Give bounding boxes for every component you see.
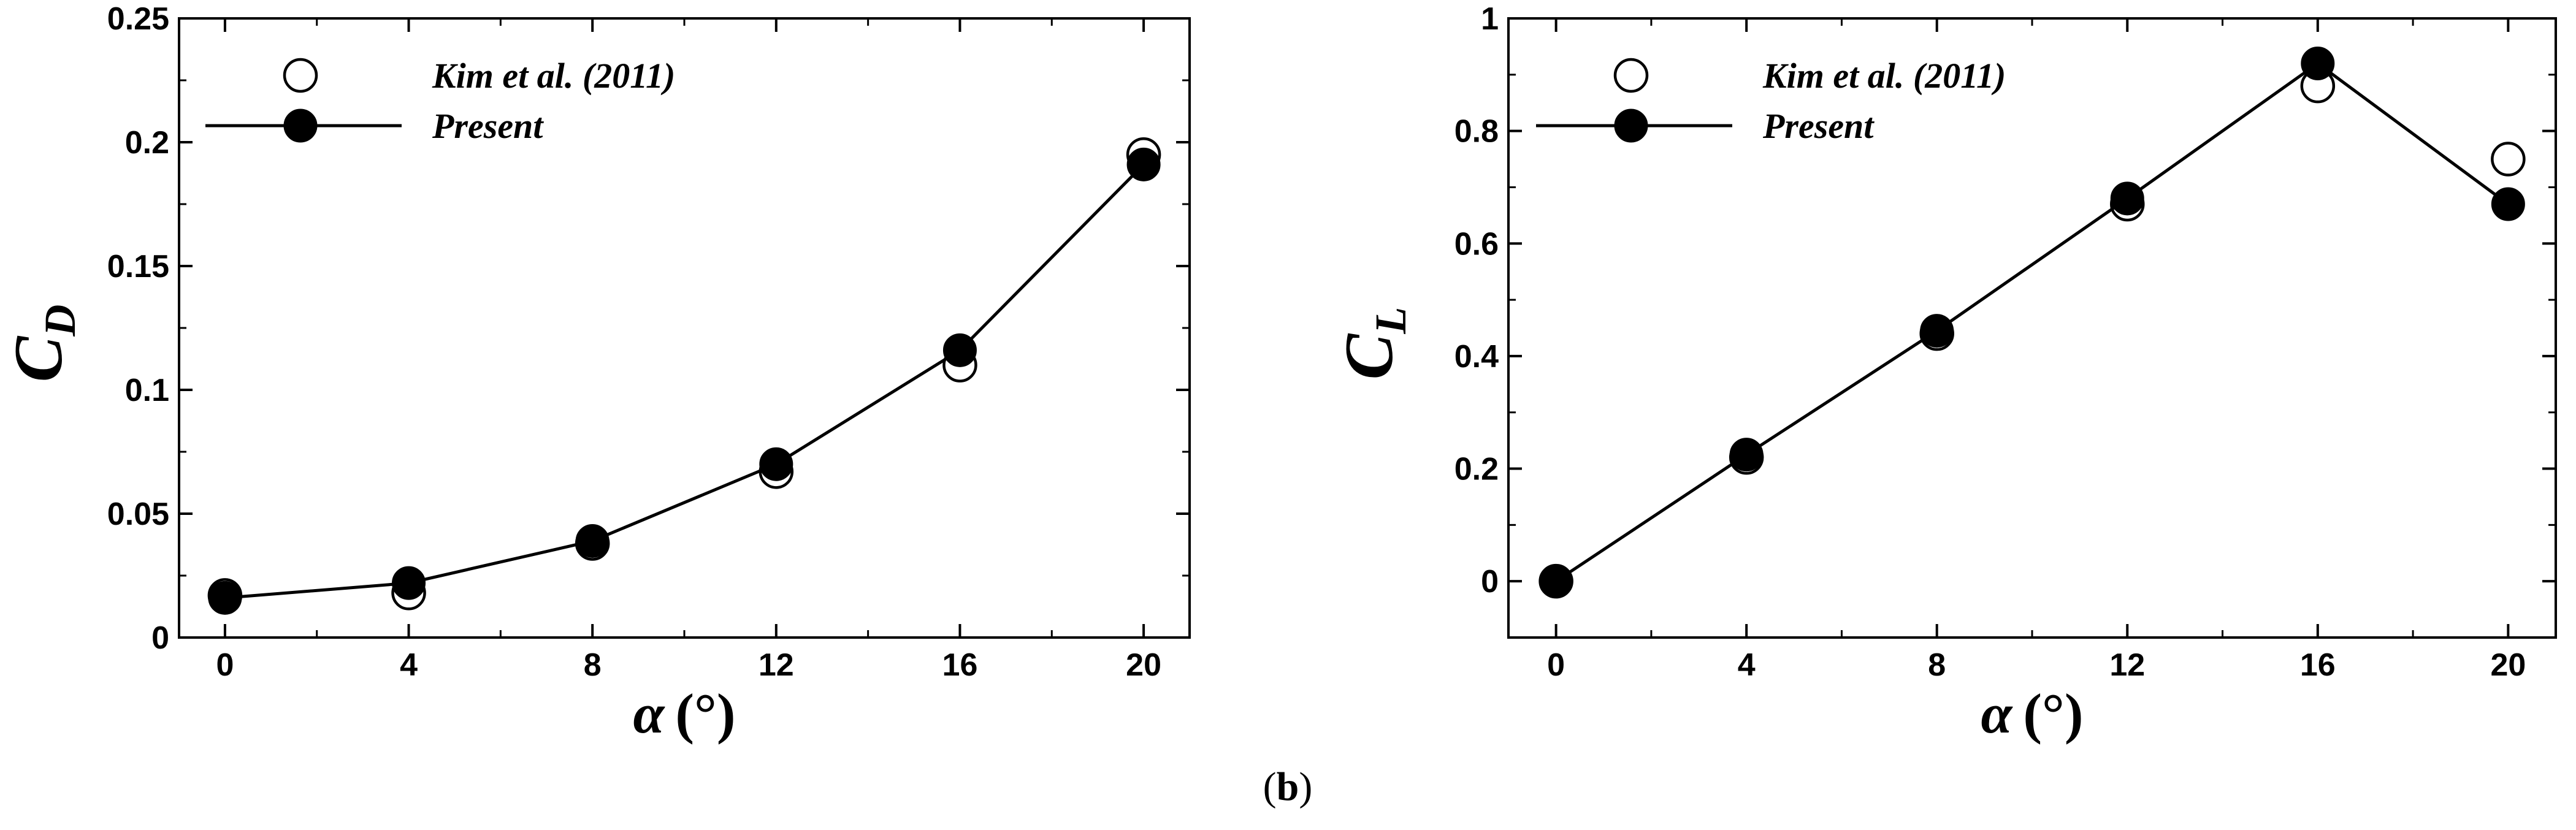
y-tick-label: 0.6 [1454, 226, 1499, 262]
x-tick-label: 8 [584, 647, 602, 683]
y-tick-label: 0.15 [107, 249, 169, 284]
y-axis-subscript: L [1366, 307, 1415, 335]
x-tick-label: 4 [1738, 647, 1756, 683]
y-axis-subscript: D [36, 305, 85, 337]
y-tick-label: 0 [1481, 564, 1499, 600]
x-axis-title: α (°) [633, 682, 736, 745]
series-reference [207, 137, 1161, 613]
data-point-open [2491, 142, 2526, 177]
y-axis-symbol: C [1, 335, 77, 382]
data-point-filled [2110, 181, 2144, 216]
x-tick-label: 20 [1126, 647, 1161, 683]
legend-label: Kim et al. (2011) [432, 56, 675, 96]
x-tick-label: 16 [2300, 647, 2336, 683]
data-point-filled [759, 447, 793, 481]
y-axis-symbol: C [1331, 333, 1407, 379]
x-tick-label: 0 [216, 647, 234, 683]
y-axis-title: CD [1, 305, 85, 383]
y-tick-label: 0.4 [1454, 339, 1499, 375]
x-axis-symbol: α [1981, 682, 2014, 745]
legend-marker-filled [283, 109, 318, 143]
legend: Kim et al. (2011) Present [205, 56, 675, 146]
legend-marker-open [1613, 58, 1649, 93]
legend-label: Present [432, 106, 544, 146]
data-point-filled [208, 581, 242, 615]
plot-frame [1507, 17, 2557, 639]
data-point-filled [392, 566, 426, 600]
data-point-filled [575, 524, 610, 558]
y-tick-label: 0.2 [1454, 452, 1499, 487]
data-point-filled [1539, 564, 1573, 598]
x-tick-label: 0 [1547, 647, 1565, 683]
data-point-filled [1729, 438, 1764, 472]
data-point-filled [942, 333, 977, 367]
y-tick-label: 0.8 [1454, 114, 1499, 150]
series-line [1555, 61, 2509, 583]
x-axis-symbol: α [633, 682, 666, 745]
figure-caption: (b) [1263, 764, 1313, 809]
y-tick-label: 0.1 [125, 373, 169, 408]
y-tick-label: 0.25 [107, 1, 169, 37]
legend: Kim et al. (2011) Present [1536, 56, 2006, 146]
data-point-filled [1126, 147, 1161, 181]
data-point-filled [2301, 46, 2335, 80]
x-tick-label: 20 [2490, 647, 2526, 683]
y-axis-title: CL [1331, 307, 1415, 380]
series-present [1539, 46, 2525, 598]
plot-frame [178, 17, 1191, 639]
series-present [208, 147, 1161, 615]
data-point-filled [1920, 314, 1954, 348]
y-tick-label: 0.2 [125, 125, 169, 161]
series-line [224, 163, 1145, 600]
chart-drag-coefficient: 0 4 8 12 16 20 0 0.05 0.1 0.15 0.2 0.25 α (°) CD Kim et… [1, 1, 1191, 745]
x-tick-label: 4 [400, 647, 418, 683]
x-tick-label: 16 [942, 647, 978, 683]
x-tick-label: 12 [759, 647, 794, 683]
x-axis-unit: (°) [2023, 682, 2083, 745]
chart-lift-coefficient: 0 4 8 12 16 20 0 0.2 0.4 0.6 0.8 1 α (°) CL Kim et al. … [1331, 1, 2557, 745]
y-tick-label: 1 [1481, 1, 1499, 37]
data-point-filled [2491, 187, 2525, 221]
x-tick-label: 8 [1928, 647, 1946, 683]
x-axis-title: α (°) [1981, 682, 2084, 745]
x-axis-unit: (°) [675, 682, 735, 745]
legend-marker-open [283, 58, 318, 93]
legend-label: Present [1762, 106, 1875, 146]
legend-label: Kim et al. (2011) [1762, 56, 2006, 96]
legend-marker-filled [1614, 109, 1648, 143]
caption-letter: b [1277, 764, 1299, 809]
series-reference [1538, 68, 2526, 599]
y-tick-label: 0.05 [107, 497, 169, 532]
x-tick-label: 12 [2109, 647, 2145, 683]
y-tick-label: 0 [151, 620, 169, 656]
